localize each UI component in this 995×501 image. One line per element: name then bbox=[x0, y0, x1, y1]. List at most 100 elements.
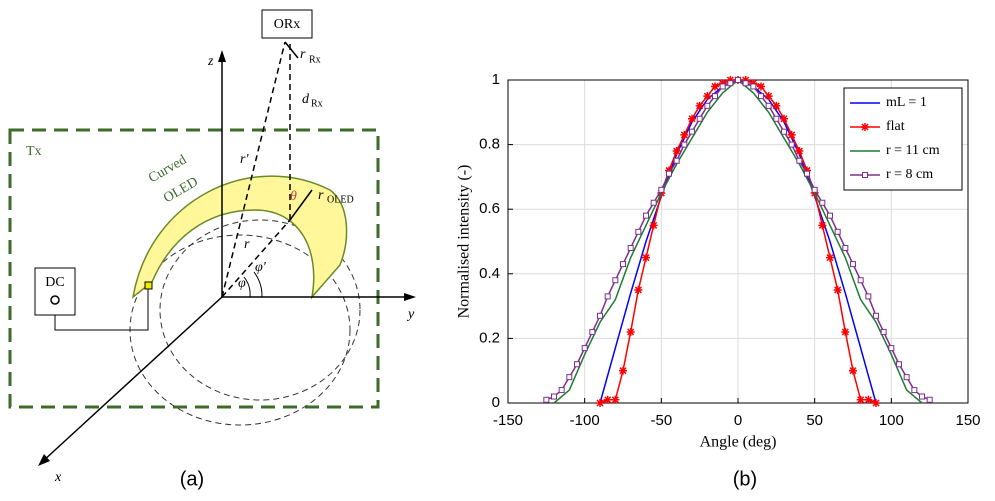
marker bbox=[873, 312, 879, 319]
marker bbox=[804, 170, 810, 177]
marker bbox=[758, 93, 764, 100]
marker bbox=[826, 253, 834, 262]
marker bbox=[788, 141, 795, 148]
marker bbox=[856, 395, 865, 404]
circle-guide bbox=[159, 219, 361, 401]
arrow bbox=[218, 50, 226, 62]
marker bbox=[926, 396, 933, 403]
marker bbox=[551, 393, 557, 400]
marker bbox=[864, 395, 873, 404]
marker bbox=[566, 374, 573, 381]
marker bbox=[818, 221, 827, 230]
marker bbox=[589, 328, 596, 335]
y-tick-label: 0.8 bbox=[479, 136, 500, 153]
marker bbox=[772, 101, 781, 110]
marker bbox=[574, 361, 580, 368]
marker bbox=[718, 79, 727, 88]
orx-box bbox=[261, 9, 313, 39]
vector-label: r bbox=[318, 188, 324, 203]
marker bbox=[658, 186, 665, 193]
connector bbox=[144, 281, 153, 290]
marker bbox=[643, 212, 649, 219]
x-axis bbox=[41, 296, 223, 463]
marker bbox=[765, 102, 772, 109]
marker bbox=[597, 312, 603, 319]
marker bbox=[795, 147, 804, 156]
marker bbox=[672, 147, 681, 156]
legend-label: mL = 1 bbox=[886, 95, 927, 110]
marker bbox=[903, 374, 910, 381]
marker bbox=[796, 157, 803, 164]
marker bbox=[787, 130, 796, 139]
vector-label: r' bbox=[240, 152, 249, 167]
legend-label: r = 11 cm bbox=[886, 143, 940, 158]
caption: (b) bbox=[733, 468, 757, 490]
marker bbox=[650, 199, 657, 206]
marker bbox=[558, 387, 565, 394]
distance-label: d bbox=[302, 92, 310, 107]
marker bbox=[611, 395, 620, 404]
marker bbox=[834, 228, 841, 235]
marker bbox=[711, 82, 719, 91]
marker bbox=[742, 80, 749, 87]
axis-label: y bbox=[406, 307, 415, 322]
marker bbox=[803, 166, 811, 175]
r-oled-vector bbox=[289, 189, 313, 221]
x-tick-label: -100 bbox=[570, 412, 600, 429]
marker bbox=[857, 277, 864, 284]
marker bbox=[681, 141, 688, 148]
curved-oled bbox=[131, 175, 348, 300]
marker bbox=[604, 293, 611, 300]
marker bbox=[865, 293, 872, 300]
marker bbox=[627, 244, 634, 251]
marker bbox=[727, 80, 734, 87]
marker bbox=[842, 244, 849, 251]
marker bbox=[735, 77, 741, 83]
y-axis-label: Normalised intensity (-) bbox=[456, 165, 473, 319]
y-tick-label: 0.2 bbox=[479, 329, 500, 346]
phi-arc bbox=[243, 276, 251, 298]
vector-label-sub: OLED bbox=[327, 194, 354, 205]
x-tick-label: 150 bbox=[955, 412, 980, 429]
marker bbox=[726, 76, 735, 84]
marker bbox=[833, 285, 842, 294]
marker bbox=[649, 221, 658, 230]
marker bbox=[703, 92, 712, 101]
marker bbox=[688, 114, 696, 123]
marker bbox=[665, 166, 673, 175]
marker bbox=[811, 186, 818, 193]
marker bbox=[880, 328, 887, 335]
marker bbox=[712, 93, 718, 100]
orx-label: ORx bbox=[274, 17, 300, 32]
r-prime-line bbox=[221, 41, 286, 298]
caption: (a) bbox=[180, 468, 204, 490]
marker bbox=[642, 253, 650, 262]
angle-label: φ' bbox=[255, 260, 267, 275]
marker bbox=[619, 366, 627, 375]
r-line bbox=[221, 219, 291, 298]
arrow bbox=[38, 454, 50, 466]
marker bbox=[741, 76, 750, 84]
marker bbox=[888, 345, 895, 352]
chart: -150 -100 -50 0 50 100 150 0 0.2 0.4 0.6 0.8 1 Angle … bbox=[456, 71, 981, 451]
r-rx-vector bbox=[284, 41, 299, 59]
axis-label: x bbox=[54, 470, 62, 485]
marker bbox=[872, 399, 880, 407]
marker bbox=[919, 393, 925, 400]
dc-label: DC bbox=[45, 275, 64, 290]
dc-box bbox=[34, 267, 76, 316]
marker bbox=[781, 128, 787, 135]
y-tick-label: 0.4 bbox=[479, 265, 500, 282]
marker bbox=[673, 157, 680, 164]
marker bbox=[850, 261, 856, 268]
marker bbox=[704, 102, 711, 109]
marker bbox=[757, 82, 765, 91]
marker bbox=[696, 115, 703, 122]
marker bbox=[689, 128, 695, 135]
angle-label: φ bbox=[238, 276, 246, 291]
arrow bbox=[404, 293, 416, 301]
wire bbox=[54, 286, 149, 331]
tx-boundary bbox=[8, 128, 380, 409]
y-tick-label: 0.6 bbox=[479, 200, 500, 217]
